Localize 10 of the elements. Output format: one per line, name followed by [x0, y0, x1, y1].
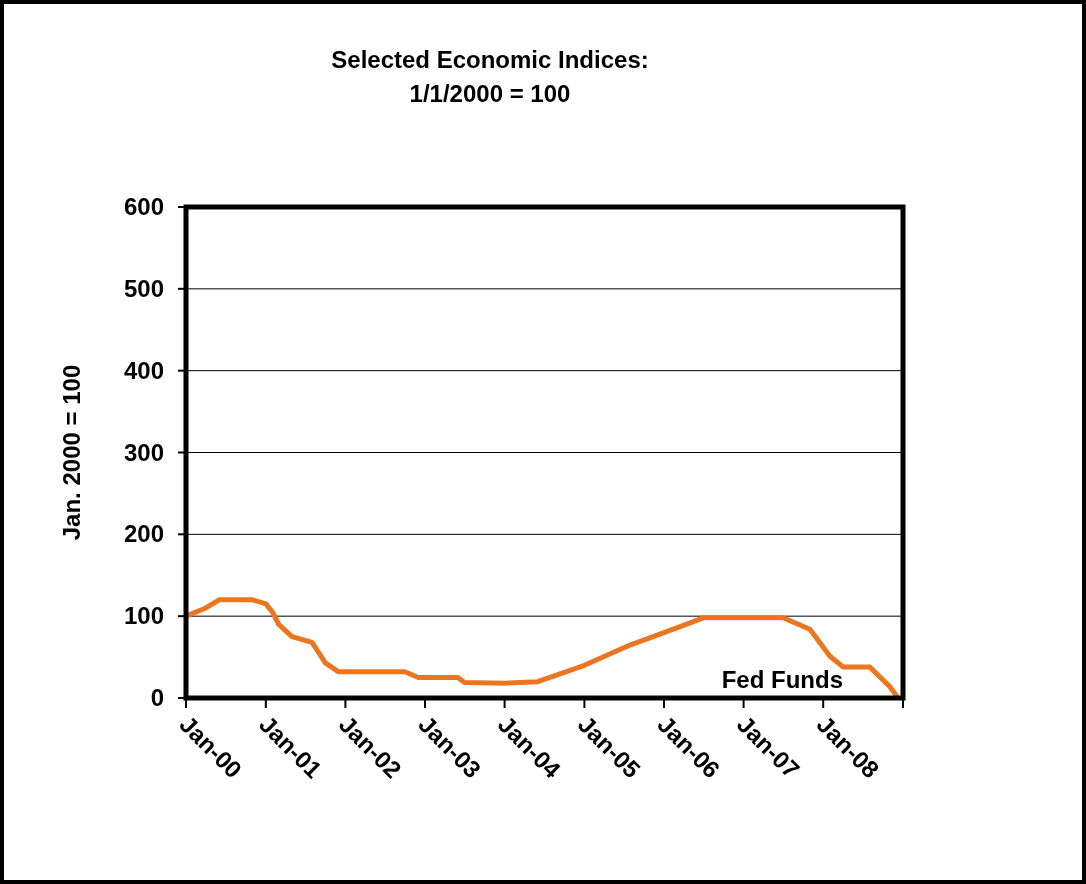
y-tick-label: 0 [150, 684, 164, 711]
y-tick-label: 600 [123, 193, 164, 220]
y-tick-label: 300 [123, 438, 164, 466]
y-axis-title: Jan. 2000 = 100 [58, 364, 85, 541]
y-tick-label: 100 [123, 602, 164, 630]
y-tick-label: 400 [123, 356, 164, 384]
y-tick-label: 200 [123, 520, 164, 548]
chart-title: Selected Economic Indices: 1/1/2000 = 100 [331, 46, 649, 107]
series-label: Fed Funds [721, 666, 844, 693]
y-tick-label: 500 [123, 274, 164, 302]
